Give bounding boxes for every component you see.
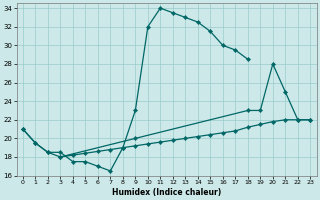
X-axis label: Humidex (Indice chaleur): Humidex (Indice chaleur) [112,188,221,197]
